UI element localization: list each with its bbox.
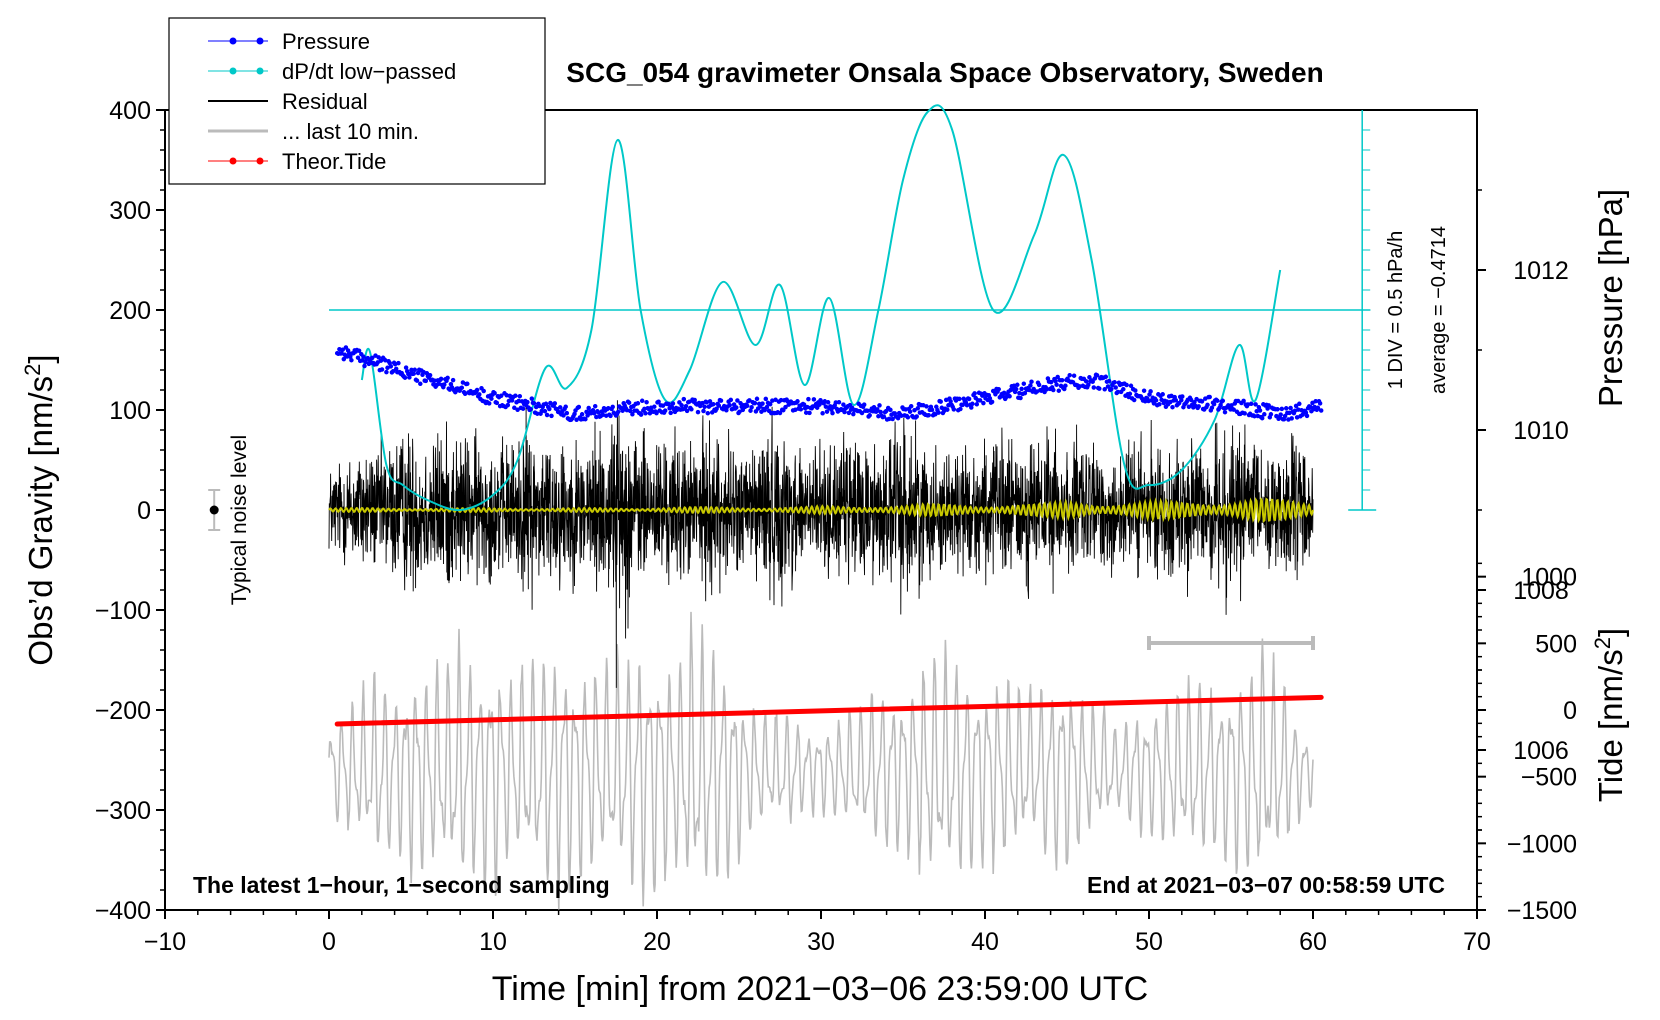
series-last-10-min	[328, 611, 1314, 910]
x-tick-label: 30	[807, 928, 835, 956]
legend-marker-tide-2	[256, 157, 264, 165]
tide-tick-label: 500	[1535, 630, 1577, 658]
y-axis-label: Obs’d Gravity [nm/s2]	[20, 354, 60, 665]
pressure-points	[334, 345, 1324, 423]
y-tick-label: −400	[95, 897, 151, 925]
legend-label-pressure: Pressure	[282, 29, 370, 54]
y-axis-label-sup: 2	[20, 364, 45, 376]
y-tick-label: 300	[109, 197, 151, 225]
pressure-tick-label: 1012	[1513, 257, 1569, 285]
x-tick-label: 20	[643, 928, 671, 956]
tide-tick-label: 1000	[1521, 564, 1577, 592]
x-tick-label: 10	[479, 928, 507, 956]
tide-tick-label: −1500	[1507, 897, 1577, 925]
legend-label-dpdt: dP/dt low−passed	[282, 59, 456, 84]
legend-marker-dpdt-2	[256, 67, 264, 75]
x-tick-label: 50	[1135, 928, 1163, 956]
x-tick-label: −10	[144, 928, 186, 956]
pressure-tick-label: 1006	[1513, 737, 1569, 765]
series-dpdt-low-passed	[329, 104, 1377, 512]
noise-level-point	[209, 505, 219, 515]
x-tick-label: 0	[322, 928, 336, 956]
y-tick-label: 100	[109, 397, 151, 425]
residual-smoothed-line	[328, 496, 1314, 524]
dpdt-line	[360, 104, 1282, 512]
annotation-sampling: The latest 1−hour, 1−second sampling	[193, 872, 610, 898]
series-residual-smoothed	[328, 496, 1314, 524]
legend: Pressure dP/dt low−passed Residual ... l…	[168, 17, 546, 185]
legend-marker-tide	[229, 157, 237, 165]
pressure-axis-label: Pressure [hPa]	[1592, 189, 1629, 407]
chart-extras	[208, 489, 1315, 650]
pressure-tick-label: 1010	[1513, 417, 1569, 445]
residual-line	[328, 400, 1314, 688]
x-tick-label: 70	[1463, 928, 1491, 956]
y-tick-label: 0	[137, 497, 151, 525]
legend-entry-tide: Theor.Tide	[208, 149, 386, 174]
legend-entry-pressure: Pressure	[208, 29, 370, 54]
noise-level-label: Typical noise level	[228, 435, 251, 605]
legend-marker-dpdt	[229, 67, 237, 75]
series-pressure	[334, 345, 1324, 423]
series-theor-tide	[334, 694, 1324, 727]
legend-entry-last10: ... last 10 min.	[208, 119, 419, 144]
x-tick-label: 60	[1299, 928, 1327, 956]
annotation-end-time: End at 2021−03−07 00:58:59 UTC	[1087, 872, 1445, 898]
legend-marker-pressure-2	[256, 37, 264, 45]
legend-label-last10: ... last 10 min.	[282, 119, 419, 144]
y-tick-label: −300	[95, 797, 151, 825]
y-axis-label-main: Obs’d Gravity [nm/s	[22, 376, 59, 666]
legend-label-tide: Theor.Tide	[282, 149, 386, 174]
tide-line	[334, 694, 1324, 727]
legend-marker-pressure	[229, 37, 237, 45]
dpdt-average-label: average = −0.4714	[1428, 226, 1450, 394]
chart-title: SCG_054 gravimeter Onsala Space Observat…	[566, 57, 1323, 88]
axis-ticks: −10 0 10 20 30 40 50 60 704003002001000−100−200−…	[95, 97, 1577, 956]
tide-axis-label-main: Tide [nm/s	[1592, 649, 1629, 802]
y-axis-label-end: ]	[22, 354, 59, 363]
tide-axis-label: Tide [nm/s2]	[1590, 628, 1630, 802]
y-tick-label: 400	[109, 97, 151, 125]
y-tick-label: −100	[95, 597, 151, 625]
pressure-tick-label: 1008	[1513, 577, 1569, 605]
series-residual	[328, 400, 1314, 688]
tide-axis-label-sup: 2	[1590, 637, 1615, 649]
tide-tick-label: −1000	[1507, 830, 1577, 858]
x-tick-label: 40	[971, 928, 999, 956]
last-10-min-line	[328, 611, 1314, 910]
y-tick-label: −200	[95, 697, 151, 725]
legend-entry-dpdt: dP/dt low−passed	[208, 59, 456, 84]
dpdt-scale-div-label: 1 DIV = 0.5 hPa/h	[1385, 231, 1407, 389]
y-tick-label: 200	[109, 297, 151, 325]
legend-entry-residual: Residual	[208, 89, 368, 114]
x-axis-label: Time [min] from 2021−03−06 23:59:00 UTC	[492, 970, 1148, 1008]
tide-tick-label: −500	[1521, 764, 1577, 792]
legend-label-residual: Residual	[282, 89, 368, 114]
tide-tick-label: 0	[1563, 697, 1577, 725]
tide-axis-label-end: ]	[1592, 628, 1629, 637]
